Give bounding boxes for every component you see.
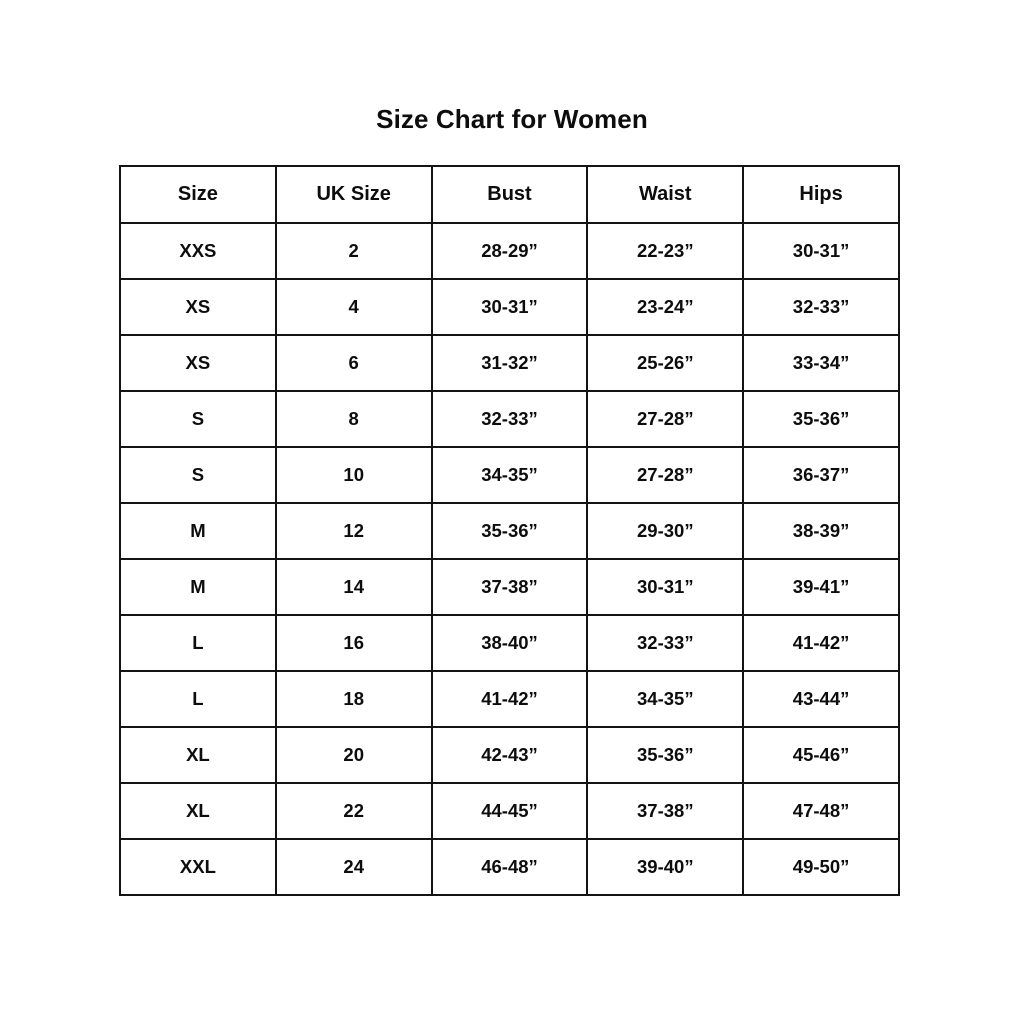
cell-hips: 33-34” (742, 334, 900, 392)
cell-hips: 35-36” (742, 390, 900, 448)
cell-bust: 35-36” (430, 502, 589, 560)
cell-uk-size: 20 (274, 726, 433, 784)
cell-hips: 38-39” (742, 502, 900, 560)
cell-uk-size: 16 (274, 614, 433, 672)
cell-uk-size: 4 (274, 278, 433, 336)
cell-bust: 37-38” (430, 558, 589, 616)
cell-bust: 32-33” (430, 390, 589, 448)
cell-waist: 22-23” (586, 222, 745, 280)
cell-size: XS (119, 278, 277, 336)
cell-size: M (119, 558, 277, 616)
cell-size: L (119, 670, 277, 728)
cell-hips: 49-50” (742, 838, 900, 896)
cell-uk-size: 22 (274, 782, 433, 840)
cell-bust: 42-43” (430, 726, 589, 784)
cell-uk-size: 18 (274, 670, 433, 728)
cell-uk-size: 14 (274, 558, 433, 616)
cell-hips: 32-33” (742, 278, 900, 336)
cell-waist: 27-28” (586, 390, 745, 448)
cell-hips: 43-44” (742, 670, 900, 728)
cell-uk-size: 8 (274, 390, 433, 448)
cell-hips: 45-46” (742, 726, 900, 784)
table-header-row: Size UK Size Bust Waist Hips (119, 165, 900, 224)
cell-waist: 35-36” (586, 726, 745, 784)
table-row: L 16 38-40” 32-33” 41-42” (119, 614, 900, 672)
table-row: XXS 2 28-29” 22-23” 30-31” (119, 222, 900, 280)
cell-hips: 39-41” (742, 558, 900, 616)
cell-bust: 30-31” (430, 278, 589, 336)
cell-waist: 37-38” (586, 782, 745, 840)
cell-hips: 47-48” (742, 782, 900, 840)
cell-bust: 44-45” (430, 782, 589, 840)
cell-uk-size: 6 (274, 334, 433, 392)
page-title: Size Chart for Women (376, 104, 648, 134)
cell-size: XL (119, 726, 277, 784)
table-header: Size UK Size Bust Waist Hips (119, 165, 900, 224)
cell-waist: 27-28” (586, 446, 745, 504)
cell-uk-size: 24 (274, 838, 433, 896)
table-row: XS 4 30-31” 23-24” 32-33” (119, 278, 900, 336)
cell-waist: 34-35” (586, 670, 745, 728)
size-chart-table-container: Size UK Size Bust Waist Hips XXS 2 28-29” 22-23… (119, 165, 900, 896)
table-row: S 10 34-35” 27-28” 36-37” (119, 446, 900, 504)
cell-hips: 41-42” (742, 614, 900, 672)
cell-size: M (119, 502, 277, 560)
table-row: M 14 37-38” 30-31” 39-41” (119, 558, 900, 616)
column-header-hips: Hips (742, 165, 900, 224)
cell-hips: 36-37” (742, 446, 900, 504)
table-row: L 18 41-42” 34-35” 43-44” (119, 670, 900, 728)
cell-size: XXS (119, 222, 277, 280)
cell-hips: 30-31” (742, 222, 900, 280)
cell-size: S (119, 446, 277, 504)
column-header-bust: Bust (430, 165, 589, 224)
cell-bust: 34-35” (430, 446, 589, 504)
cell-bust: 46-48” (430, 838, 589, 896)
column-header-uk-size: UK Size (274, 165, 433, 224)
table-row: XL 20 42-43” 35-36” 45-46” (119, 726, 900, 784)
cell-uk-size: 10 (274, 446, 433, 504)
table-row: XS 6 31-32” 25-26” 33-34” (119, 334, 900, 392)
cell-size: S (119, 390, 277, 448)
cell-bust: 28-29” (430, 222, 589, 280)
size-chart-table: Size UK Size Bust Waist Hips XXS 2 28-29” 22-23… (119, 165, 900, 896)
column-header-waist: Waist (586, 165, 745, 224)
cell-size: XS (119, 334, 277, 392)
table-row: XXL 24 46-48” 39-40” 49-50” (119, 838, 900, 896)
table-row: XL 22 44-45” 37-38” 47-48” (119, 782, 900, 840)
table-row: S 8 32-33” 27-28” 35-36” (119, 390, 900, 448)
cell-bust: 41-42” (430, 670, 589, 728)
cell-waist: 39-40” (586, 838, 745, 896)
cell-waist: 30-31” (586, 558, 745, 616)
cell-bust: 38-40” (430, 614, 589, 672)
cell-waist: 32-33” (586, 614, 745, 672)
table-body: XXS 2 28-29” 22-23” 30-31” XS 4 30-31” 23-24” 32-… (119, 222, 900, 896)
table-row: M 12 35-36” 29-30” 38-39” (119, 502, 900, 560)
cell-size: L (119, 614, 277, 672)
cell-waist: 25-26” (586, 334, 745, 392)
cell-waist: 23-24” (586, 278, 745, 336)
cell-uk-size: 2 (274, 222, 433, 280)
column-header-size: Size (119, 165, 277, 224)
cell-bust: 31-32” (430, 334, 589, 392)
cell-size: XXL (119, 838, 277, 896)
cell-size: XL (119, 782, 277, 840)
cell-uk-size: 12 (274, 502, 433, 560)
cell-waist: 29-30” (586, 502, 745, 560)
